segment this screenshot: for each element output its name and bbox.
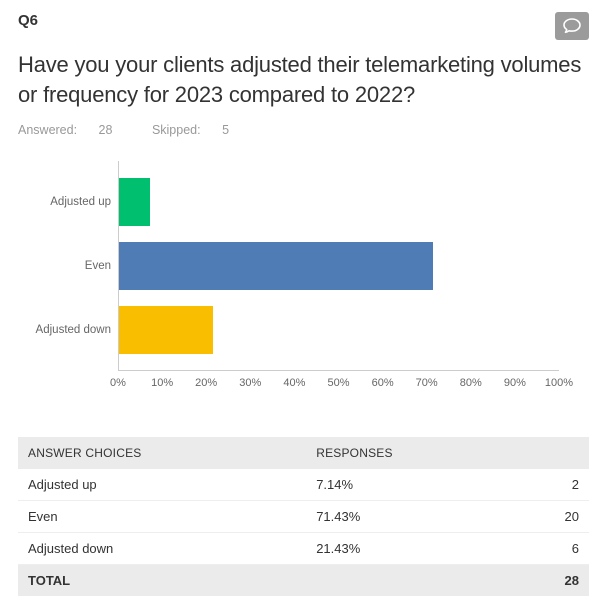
cell-label: Adjusted down [18, 533, 306, 565]
cell-total-count: 28 [515, 565, 589, 597]
cell-count: 2 [515, 469, 589, 501]
cell-pct: 7.14% [306, 469, 514, 501]
x-axis: 0%10%20%30%40%50%60%70%80%90%100% [118, 377, 559, 397]
x-tick-label: 90% [504, 377, 526, 389]
cell-pct: 71.43% [306, 501, 514, 533]
gridline [383, 161, 384, 370]
comments-button[interactable] [555, 12, 589, 40]
x-tick-label: 80% [460, 377, 482, 389]
bar-label: Adjusted up [24, 196, 119, 208]
x-tick-label: 0% [110, 377, 126, 389]
table-header-row: ANSWER CHOICES RESPONSES [18, 437, 589, 469]
cell-pct: 21.43% [306, 533, 514, 565]
gridline [427, 161, 428, 370]
gridline [471, 161, 472, 370]
x-tick-label: 60% [372, 377, 394, 389]
table-row: Adjusted up7.14%2 [18, 469, 589, 501]
x-tick-label: 20% [195, 377, 217, 389]
gridline [559, 161, 560, 370]
table-row: Adjusted down21.43%6 [18, 533, 589, 565]
bar [119, 306, 213, 354]
gridline [339, 161, 340, 370]
bar-label: Adjusted down [24, 324, 119, 336]
cell-count: 20 [515, 501, 589, 533]
col-header-choices: ANSWER CHOICES [18, 437, 306, 469]
chart-plot-area: Adjusted upEvenAdjusted down [118, 161, 559, 371]
skipped-meta: Skipped: 5 [152, 123, 247, 137]
results-table: ANSWER CHOICES RESPONSES Adjusted up7.14… [18, 437, 589, 596]
table-row: Even71.43%20 [18, 501, 589, 533]
comment-icon [563, 18, 581, 34]
gridline [207, 161, 208, 370]
bar-label: Even [24, 260, 119, 272]
bar-chart: Adjusted upEvenAdjusted down 0%10%20%30%… [18, 161, 589, 397]
gridline [515, 161, 516, 370]
x-tick-label: 70% [416, 377, 438, 389]
table-total-row: TOTAL 28 [18, 565, 589, 597]
x-tick-label: 40% [283, 377, 305, 389]
header-row: Q6 [18, 12, 589, 40]
gridline [251, 161, 252, 370]
cell-label: Adjusted up [18, 469, 306, 501]
question-text: Have you your clients adjusted their tel… [18, 50, 589, 109]
gridline [163, 161, 164, 370]
cell-label: Even [18, 501, 306, 533]
col-header-responses: RESPONSES [306, 437, 514, 469]
response-meta: Answered: 28 Skipped: 5 [18, 123, 589, 137]
question-block: Q6 Have you your clients adjusted their … [0, 0, 607, 614]
x-tick-label: 100% [545, 377, 573, 389]
bar [119, 242, 433, 290]
bar [119, 178, 150, 226]
answered-meta: Answered: 28 [18, 123, 134, 137]
col-header-count [515, 437, 589, 469]
cell-total-blank [306, 565, 514, 597]
x-tick-label: 50% [327, 377, 349, 389]
x-tick-label: 30% [239, 377, 261, 389]
gridline [295, 161, 296, 370]
question-number: Q6 [18, 12, 38, 29]
x-tick-label: 10% [151, 377, 173, 389]
cell-total-label: TOTAL [18, 565, 306, 597]
cell-count: 6 [515, 533, 589, 565]
